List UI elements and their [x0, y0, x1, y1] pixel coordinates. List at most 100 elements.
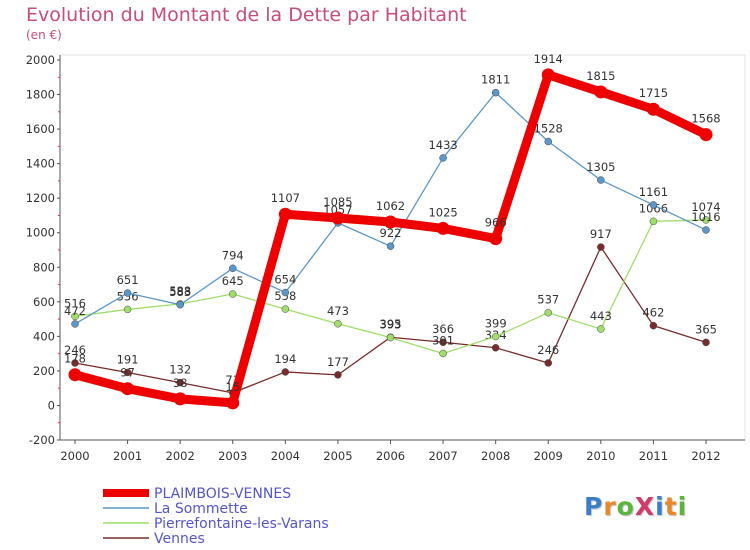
- data-label: 97: [120, 366, 135, 380]
- data-label: 516: [64, 296, 86, 310]
- y-tick-label: 800: [33, 260, 55, 274]
- data-label: 178: [64, 352, 86, 366]
- data-point: [278, 207, 292, 221]
- legend-label: Pierrefontaine-les-Varans: [154, 516, 329, 532]
- data-label: 366: [432, 322, 454, 336]
- chart-subtitle: (en €): [26, 28, 62, 42]
- data-point: [331, 211, 345, 225]
- data-label: 132: [169, 363, 191, 377]
- data-point: [123, 289, 132, 297]
- plot-frame: [59, 54, 746, 441]
- data-label: 177: [327, 355, 349, 369]
- data-label: 1062: [376, 199, 405, 213]
- x-tick-label: 2005: [323, 449, 352, 463]
- x-tick-label: 2003: [218, 449, 247, 463]
- y-tick-label: 0: [48, 398, 55, 412]
- data-point: [229, 290, 237, 298]
- data-point: [544, 137, 552, 146]
- data-label: 651: [117, 273, 139, 287]
- data-point: [71, 359, 79, 367]
- data-point: [386, 333, 395, 342]
- data-label: 399: [485, 317, 507, 331]
- x-tick-label: 2011: [639, 449, 668, 463]
- data-point: [649, 321, 658, 330]
- data-point: [281, 368, 290, 376]
- data-point: [491, 88, 500, 97]
- data-label: 395: [380, 317, 402, 331]
- data-label: 1025: [428, 205, 457, 219]
- data-label: 1433: [428, 138, 457, 152]
- data-label: 194: [274, 352, 296, 366]
- data-point: [71, 312, 79, 321]
- data-label: 246: [64, 343, 86, 357]
- data-point: [281, 305, 290, 313]
- x-tick-label: 2006: [376, 449, 405, 463]
- data-point: [386, 242, 395, 250]
- data-label: 917: [590, 227, 612, 241]
- data-point: [702, 216, 710, 224]
- data-point: [229, 264, 237, 273]
- proxiti-logo: ProXiti: [584, 492, 687, 521]
- data-point: [71, 320, 79, 328]
- y-axis-ticks: -200 0 200 400 600 800 1000 1200 1400 1600 1800 200…: [26, 53, 60, 447]
- data-point: [544, 359, 552, 367]
- series-vennes: 24619113273194177395366334246917462365: [64, 227, 717, 397]
- data-label: 191: [117, 352, 139, 366]
- data-point: [597, 176, 605, 184]
- data-label: 472: [64, 304, 86, 318]
- data-label: 38: [173, 376, 188, 390]
- data-label: 246: [537, 343, 559, 357]
- data-point: [436, 221, 450, 235]
- data-label: 1568: [691, 112, 720, 126]
- data-point: [597, 243, 605, 251]
- data-label: 1815: [586, 69, 615, 83]
- data-point: [384, 215, 397, 229]
- x-tick-label: 2007: [428, 449, 457, 463]
- logo-letter: r: [603, 492, 617, 521]
- data-point: [121, 382, 135, 396]
- data-point: [597, 325, 605, 333]
- y-tick-label: 600: [33, 295, 55, 309]
- y-tick-label: 400: [33, 329, 55, 343]
- data-point: [649, 201, 658, 209]
- x-tick-label: 2000: [60, 449, 89, 463]
- data-point: [491, 344, 500, 352]
- legend-label: La Sommette: [154, 501, 248, 517]
- y-tick-label: 1000: [26, 226, 55, 240]
- y-tick-label: 1800: [26, 88, 55, 102]
- data-label: 588: [169, 284, 191, 298]
- data-label: 1811: [481, 73, 510, 87]
- logo-letter: X: [634, 492, 656, 521]
- data-label: 443: [590, 309, 612, 323]
- data-label: 1016: [691, 210, 720, 224]
- data-point: [281, 288, 290, 297]
- y-tick-label: 1200: [26, 191, 55, 205]
- data-point: [594, 85, 608, 99]
- x-tick-label: 2002: [166, 449, 195, 463]
- data-point: [439, 349, 447, 358]
- data-label: 393: [380, 318, 402, 332]
- data-point: [176, 378, 184, 387]
- data-label: 15: [225, 380, 240, 394]
- data-point: [123, 305, 132, 314]
- data-point: [699, 128, 713, 142]
- x-tick-label: 2004: [271, 449, 300, 463]
- data-label: 1715: [639, 86, 668, 100]
- data-point: [439, 338, 447, 346]
- data-label: 1914: [534, 52, 563, 66]
- data-label: 922: [380, 226, 402, 240]
- data-label: 1085: [323, 195, 352, 209]
- data-label: 301: [432, 333, 454, 347]
- data-point: [491, 332, 500, 341]
- data-label: 1074: [691, 200, 720, 214]
- x-axis-ticks: 2000 2001 2002 2003 2004 2005 2006 2007 2008 2009…: [60, 440, 721, 463]
- data-point: [68, 368, 82, 382]
- data-point: [649, 217, 658, 226]
- data-label: 1161: [639, 185, 668, 199]
- chart-title: Evolution du Montant de la Dette par Hab…: [26, 4, 467, 26]
- data-point: [334, 371, 342, 379]
- data-point: [334, 320, 342, 328]
- logo-letter: i: [677, 492, 688, 521]
